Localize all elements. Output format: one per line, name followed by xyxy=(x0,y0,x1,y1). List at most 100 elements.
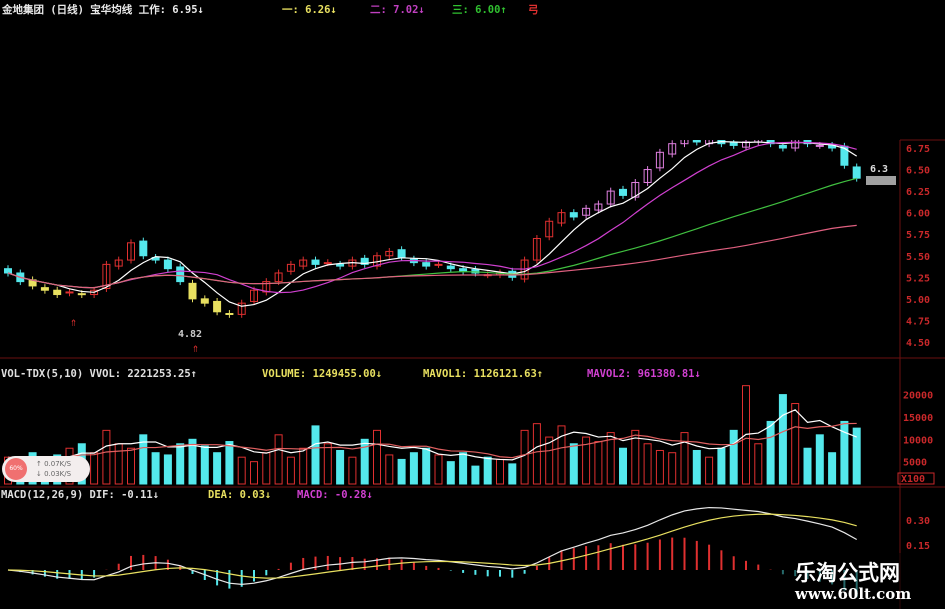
macd-value: MACD: -0.28↓ xyxy=(297,489,373,501)
volume-bar xyxy=(655,449,664,485)
macd-indicator-label: MACD(12,26,9) DIF: -0.11↓ xyxy=(1,489,159,501)
dea-value: DEA: 0.03↓ xyxy=(208,489,271,501)
candle xyxy=(803,140,812,145)
volume-bar xyxy=(483,456,492,485)
volume-bar xyxy=(323,443,332,485)
price-tick-label: 6.75 xyxy=(906,144,930,155)
candle xyxy=(139,240,148,257)
volume-bar xyxy=(237,456,246,485)
volume-bar xyxy=(729,429,738,485)
download-speed: ↓ 0.03K/S xyxy=(36,470,72,478)
candle xyxy=(176,266,185,283)
low-price-label: 4.82 xyxy=(178,329,202,340)
volume-bar xyxy=(532,423,541,485)
volume-tick-label: 15000 xyxy=(903,413,933,424)
candle xyxy=(299,259,308,267)
volume-bar xyxy=(299,447,308,485)
volume-bar xyxy=(163,454,172,485)
candle xyxy=(213,300,222,313)
candle xyxy=(77,293,86,296)
price-tick-label: 6.25 xyxy=(906,187,930,198)
volume-bar xyxy=(200,445,209,485)
candle xyxy=(360,257,369,265)
candle xyxy=(250,289,258,302)
volume-bar xyxy=(778,394,787,485)
watermark-url: www.60lt.com xyxy=(795,585,912,603)
volume-panel xyxy=(4,385,861,485)
price-tick-label: 4.50 xyxy=(906,338,930,349)
volume-value: VOLUME: 1249455.00↓ xyxy=(262,368,382,380)
candle xyxy=(692,140,701,143)
candle xyxy=(569,212,578,218)
volume-tick-label: 10000 xyxy=(903,435,933,446)
ma-line2-value: 二: 7.02↓ xyxy=(370,4,425,16)
candle xyxy=(188,282,197,300)
volume-bar xyxy=(791,403,800,485)
volume-bar xyxy=(828,452,837,485)
volume-bar xyxy=(250,461,258,485)
volume-bar xyxy=(409,452,418,485)
volume-bar xyxy=(262,452,271,485)
candle xyxy=(262,281,271,293)
arrow-up-icon: ⇑ xyxy=(70,315,77,329)
candle xyxy=(40,287,49,291)
candle xyxy=(114,259,123,267)
volume-bar xyxy=(459,452,468,485)
candle xyxy=(311,259,320,265)
ma-line1-value: 一: 6.26↓ xyxy=(282,4,337,16)
volume-bar xyxy=(631,429,640,485)
candle xyxy=(619,188,627,196)
volume-bar xyxy=(434,454,443,485)
price-tick-label: 5.00 xyxy=(906,295,930,306)
volume-bar xyxy=(594,441,603,485)
candle xyxy=(434,263,443,266)
upload-speed: ↑ 0.07K/S xyxy=(36,460,72,468)
right-axis: 6.75 6.50 6.25 6.00 5.75 5.50 5.25 5.00 4.75 4.50… xyxy=(897,144,935,552)
volume-bar xyxy=(188,438,197,485)
volume-bar xyxy=(213,452,222,485)
volume-bar xyxy=(397,458,406,485)
volume-bar xyxy=(90,452,99,485)
network-speed-widget[interactable]: 60% ↑ 0.07K/S ↓ 0.03K/S xyxy=(2,456,90,482)
current-price-box xyxy=(866,176,896,185)
volume-bar xyxy=(545,436,554,485)
candle xyxy=(791,140,800,149)
macd-tick-label: 0.15 xyxy=(906,541,930,552)
volume-bar xyxy=(225,441,234,485)
volume-unit-label: X100 xyxy=(901,474,925,485)
volume-bar xyxy=(569,443,578,485)
volume-bar xyxy=(606,432,615,485)
volume-bar xyxy=(508,463,517,485)
arrow-up-icon: ⇑ xyxy=(192,341,199,355)
candle xyxy=(127,242,135,261)
candle xyxy=(446,265,455,270)
volume-bar xyxy=(557,425,566,485)
dif-line xyxy=(7,506,857,585)
candle xyxy=(323,262,332,265)
volume-bar xyxy=(852,427,861,485)
volume-bar xyxy=(717,447,726,485)
ma60-line xyxy=(7,224,857,289)
price-tick-label: 6.00 xyxy=(906,209,930,220)
candle xyxy=(4,268,12,274)
ma10-line xyxy=(7,141,857,294)
candle xyxy=(422,262,431,267)
price-tick-label: 5.50 xyxy=(906,252,930,263)
volume-indicator-label: VOL-TDX(5,10) VVOL: 2221253.25↑ xyxy=(1,368,197,380)
volume-bar xyxy=(668,452,677,485)
volume-bar xyxy=(102,429,111,485)
candle xyxy=(606,190,615,205)
mavol1-value: MAVOL1: 1126121.63↑ xyxy=(423,368,543,380)
candle xyxy=(286,263,295,272)
candle xyxy=(815,144,824,147)
candle xyxy=(668,143,677,155)
candle xyxy=(582,207,591,216)
volume-bar xyxy=(619,447,627,485)
candle xyxy=(594,203,603,211)
candle xyxy=(631,181,640,198)
ma30-line xyxy=(7,177,857,289)
price-tick-label: 6.50 xyxy=(906,166,930,177)
candle xyxy=(200,298,209,304)
unit-box xyxy=(897,472,935,485)
